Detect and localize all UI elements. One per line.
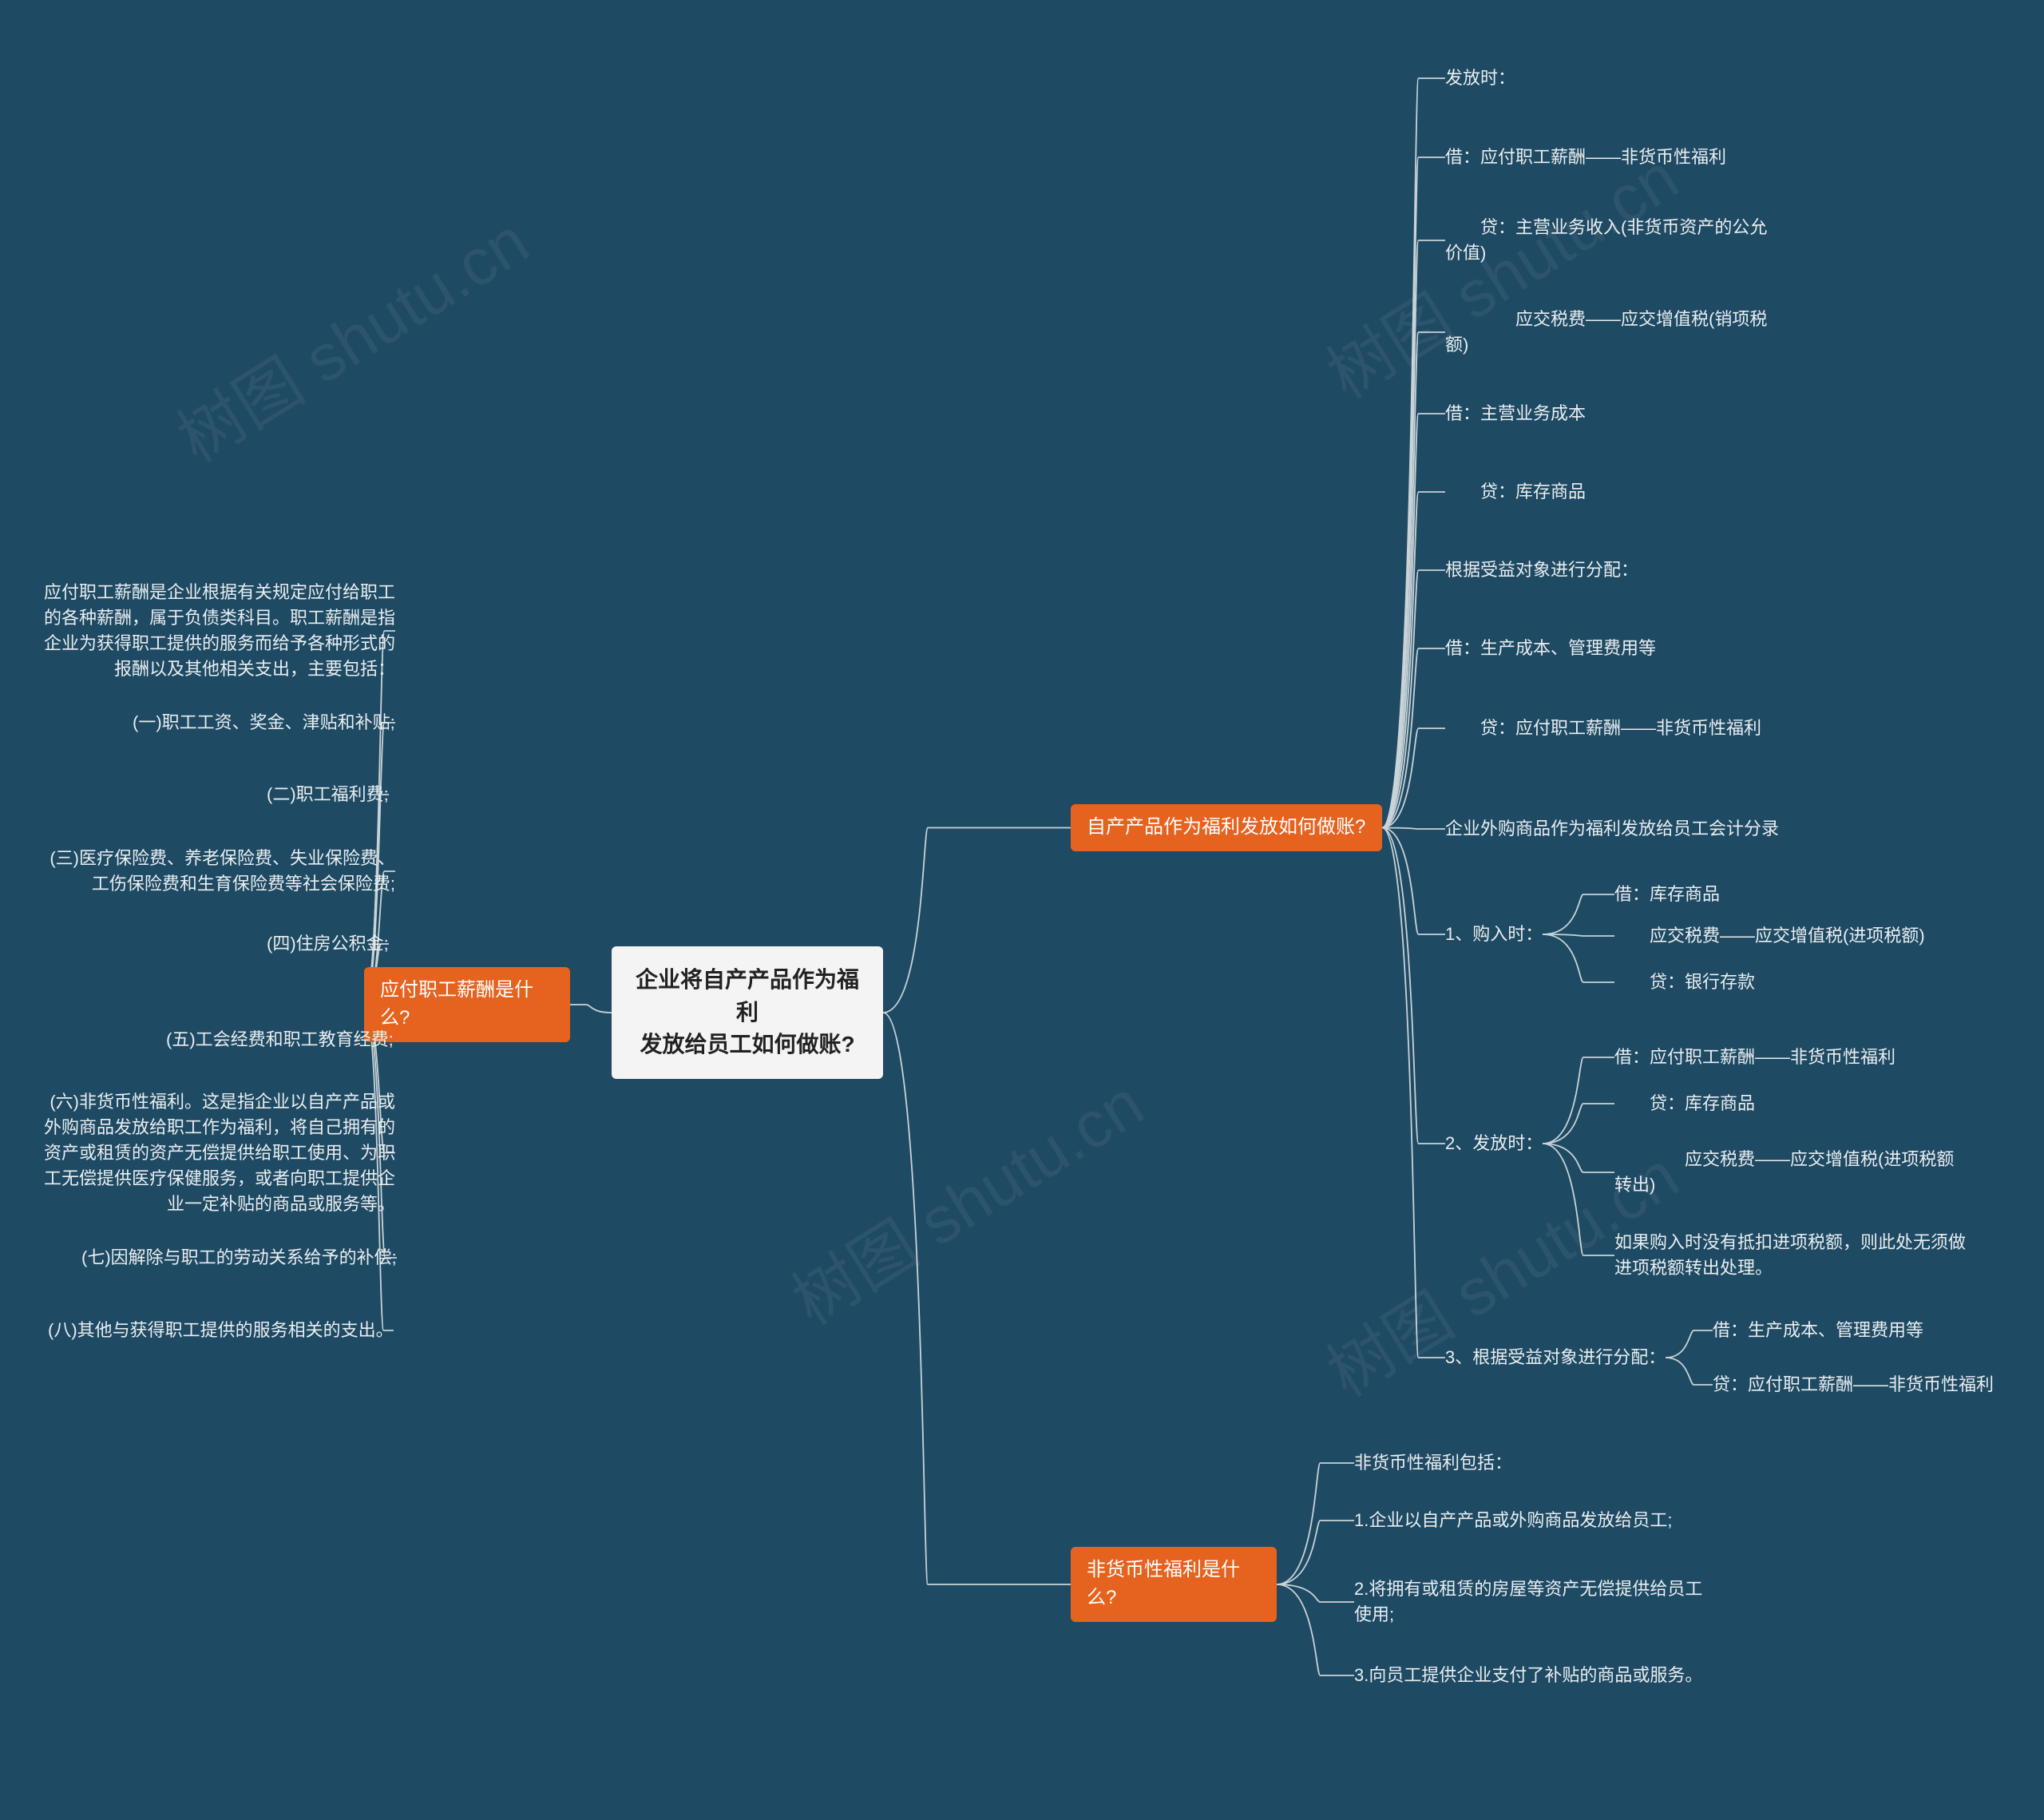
leaf-node: (八)其他与获得职工提供的服务相关的支出。 [48,1314,394,1346]
leaf-node: (七)因解除与职工的劳动关系给予的补偿; [81,1242,397,1274]
edge [1543,934,1614,982]
edge [1543,1057,1614,1144]
leaf-node: 应交税费——应交增值税(进项税额 转出) [1614,1144,1954,1201]
leaf-node: 借：生产成本、管理费用等 [1713,1314,1923,1346]
leaf-node: 3.向员工提供企业支付了补贴的商品或服务。 [1354,1659,1702,1691]
leaf-node: 借：生产成本、管理费用等 [1445,632,1656,664]
watermark: 树图 shutu.cn [156,189,543,480]
leaf-node: 1、购入时： [1445,918,1543,950]
leaf-node: 3、根据受益对象进行分配： [1445,1342,1666,1374]
leaf-node: 应付职工薪酬是企业根据有关规定应付给职工 的各种薪酬，属于负债类科目。职工薪酬是… [32,577,395,685]
leaf-node: 2、发放时： [1445,1128,1543,1160]
leaf-node: 贷：应付职工薪酬——非货币性福利 [1713,1369,1994,1401]
leaf-node: (四)住房公积金; [267,928,389,960]
leaf-node: (三)医疗保险费、养老保险费、失业保险费、 工伤保险费和生育保险费等社会保险费; [32,843,395,900]
leaf-node: 发放时： [1445,62,1515,94]
edge [1382,570,1445,828]
edge [1543,934,1614,936]
edge [1382,157,1445,828]
edge [1666,1330,1713,1358]
edge [1666,1358,1713,1385]
leaf-node: 贷：银行存款 [1614,966,1755,998]
edge [1382,828,1445,1144]
edge [1382,728,1445,828]
leaf-node: 如果购入时没有抵扣进项税额，则此处无须做 进项税额转出处理。 [1614,1227,1966,1284]
edge [883,828,1071,1013]
leaf-node: 借：库存商品 [1614,878,1720,910]
leaf-node: 借：应付职工薪酬——非货币性福利 [1445,141,1726,173]
leaf-node: 贷：库存商品 [1445,476,1586,508]
leaf-node: 应交税费——应交增值税(进项税额) [1614,920,1925,952]
leaf-node: (二)职工福利费; [267,779,389,811]
edge [1543,1104,1614,1144]
edge [1382,414,1445,828]
edge [1382,332,1445,828]
edge [883,1013,1071,1584]
edge [1277,1521,1354,1584]
edge [1382,78,1445,828]
edge-layer [0,0,2044,1820]
root-node: 企业将自产产品作为福利 发放给员工如何做账? [612,946,883,1079]
leaf-node: 贷：主营业务收入(非货币资产的公允 价值) [1445,212,1767,269]
edge [1382,240,1445,828]
leaf-node: 借：应付职工薪酬——非货币性福利 [1614,1041,1895,1073]
leaf-node: (六)非货币性福利。这是指企业以自产产品或 外购商品发放给职工作为福利，将自己拥… [32,1086,395,1219]
edge [570,1005,612,1013]
edge [1382,828,1445,1358]
leaf-node: 贷：应付职工薪酬——非货币性福利 [1445,712,1761,744]
leaf-node: (五)工会经费和职工教育经费; [166,1024,394,1056]
edge [1543,1144,1614,1172]
leaf-node: 贷：库存商品 [1614,1088,1755,1120]
watermark: 树图 shutu.cn [771,1052,1158,1342]
edge [1382,828,1445,935]
edge [1277,1584,1354,1602]
edge [1543,1144,1614,1255]
branch-node: 应付职工薪酬是什么? [364,967,570,1042]
leaf-node: 企业外购商品作为福利发放给员工会计分录 [1445,813,1779,845]
edge [1543,894,1614,934]
leaf-node: 2.将拥有或租赁的房屋等资产无偿提供给员工 使用; [1354,1573,1702,1631]
leaf-node: 1.企业以自产产品或外购商品发放给员工; [1354,1505,1672,1536]
leaf-node: 根据受益对象进行分配： [1445,554,1638,586]
edge [1382,492,1445,828]
leaf-node: 应交税费——应交增值税(销项税 额) [1445,303,1767,361]
edge [1382,828,1445,830]
branch-node: 自产产品作为福利发放如何做账? [1071,804,1382,851]
edge [1382,648,1445,828]
edge [1277,1584,1354,1675]
edge [1277,1463,1354,1584]
leaf-node: 借：主营业务成本 [1445,398,1586,430]
branch-node: 非货币性福利是什么? [1071,1547,1277,1622]
leaf-node: (一)职工工资、奖金、津贴和补贴; [133,707,395,739]
leaf-node: 非货币性福利包括： [1354,1447,1512,1479]
